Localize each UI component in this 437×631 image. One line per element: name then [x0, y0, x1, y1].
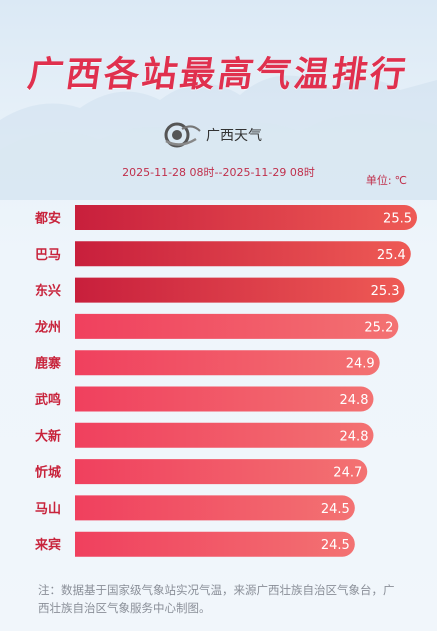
brand-name: 广西天气	[206, 128, 262, 144]
value-label: 24.8	[340, 429, 369, 444]
unit-value: ℃	[394, 174, 407, 187]
time-range: 2025-11-28 08时--2025-11-29 08时	[122, 166, 315, 179]
value-label: 24.5	[321, 502, 350, 517]
category-label: 东兴	[35, 283, 61, 299]
bar	[75, 350, 380, 376]
chart-title: 广西各站最高气温排行	[25, 55, 411, 95]
value-label: 25.2	[364, 320, 393, 335]
bar	[75, 495, 355, 521]
bar	[75, 459, 368, 485]
category-label: 巴马	[35, 248, 61, 263]
category-label: 龙州	[35, 319, 61, 335]
brand: 广西天气	[162, 119, 262, 151]
value-label: 25.5	[383, 212, 412, 227]
category-label: 鹿寨	[35, 356, 61, 372]
mountain-background	[0, 75, 437, 200]
value-label: 24.7	[333, 466, 362, 481]
guangxi-weather-logo-icon	[164, 122, 201, 148]
category-label: 武鸣	[35, 392, 61, 408]
value-label: 24.9	[346, 357, 375, 372]
value-label: 25.4	[377, 248, 406, 263]
value-label: 24.8	[340, 393, 369, 408]
category-label: 马山	[35, 501, 61, 517]
category-label: 来宾	[34, 537, 61, 553]
footnote: 注：数据基于国家级气象站实况气温，来源广西壮族自治区气象台，广西壮族自治区气象服…	[38, 583, 395, 615]
category-label: 大新	[35, 428, 61, 444]
category-label: 都安	[34, 211, 61, 227]
bar	[75, 205, 417, 230]
value-label: 24.5	[321, 538, 350, 553]
bar	[75, 277, 405, 303]
bar	[75, 241, 411, 267]
category-label: 忻城	[35, 465, 61, 481]
bar	[75, 531, 355, 557]
value-label: 25.3	[371, 284, 400, 299]
unit-label-text: 单位:	[365, 174, 392, 187]
bar	[75, 313, 399, 339]
unit-label: 单位: ℃	[363, 172, 407, 188]
bar	[75, 422, 374, 448]
bar-chart: 都安 25.5 巴马 25.4 东兴 25.3 龙州 25.2 鹿寨 24.9 武鸣 24.8 大新 24…	[34, 205, 417, 557]
bar	[75, 386, 374, 412]
